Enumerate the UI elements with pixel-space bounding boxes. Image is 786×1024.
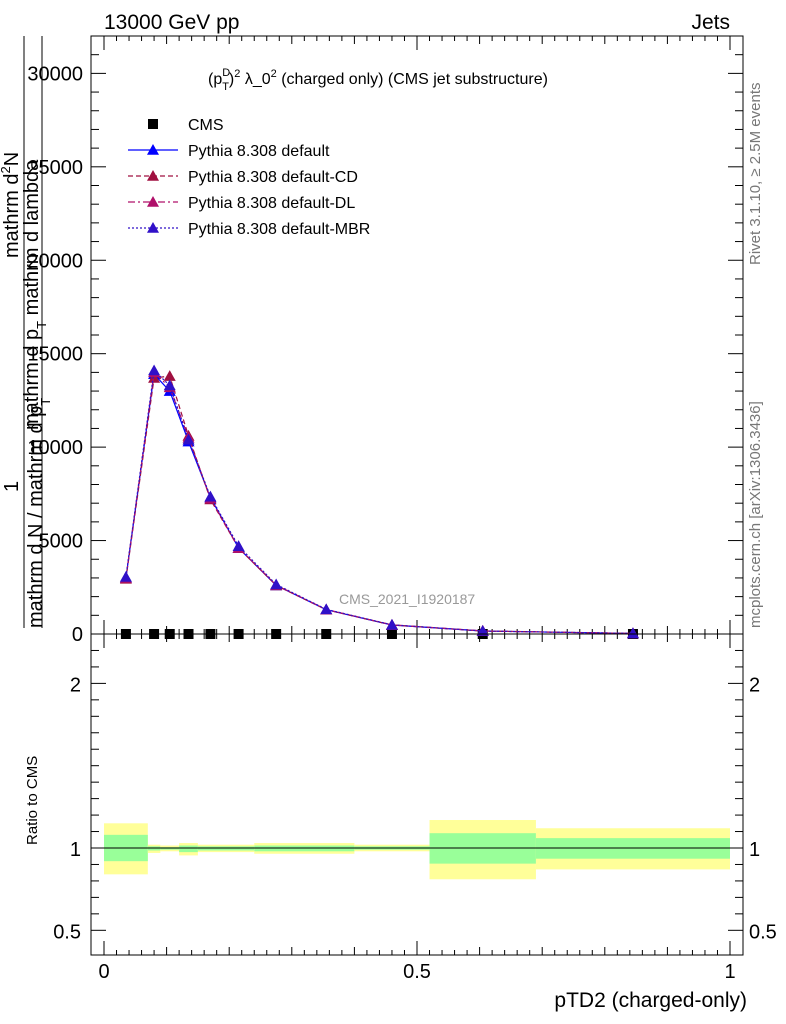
legend-item: Pythia 8.308 default [128,143,330,160]
series-marker [320,603,333,615]
series-marker [119,571,132,582]
main-axis-ticks [91,36,743,955]
svg-text:mathrm d pT mathrm d lambda: mathrm d pT mathrm d lambda [21,159,49,430]
series-marker [148,364,161,376]
ratio-plot-frame [90,633,744,956]
x-tick-label: 1 [724,961,735,983]
header-energy-label: 13000 GeV pp [104,11,239,34]
ratio-y-tick-label-right: 1 [749,839,760,861]
main-y-tick-label: 15000 [27,344,83,366]
series-marker [385,618,398,630]
rivet-version-label: Rivet 3.1.10, ≥ 2.5M events [747,83,764,266]
legend-marker-triangle [147,196,159,207]
series-marker [163,379,176,391]
series-marker [232,540,245,551]
mcplots-label: mcplots.cern.ch [arXiv:1306.3436] [747,401,764,628]
main-y-tick-label: 25000 [27,157,83,179]
x-tick-labels: 0 0.5 1 [98,961,735,983]
ratio-inner-band [179,845,198,853]
legend-marker-triangle [147,144,159,155]
main-y-axis-label: 1 mathrm d2N mathrm d pT mathrm d lambda… [0,36,53,628]
legend-marker-square [148,119,158,129]
x-tick-label: 0 [98,961,109,983]
legend-item: CMS [148,117,224,134]
legend-marker-triangle [147,222,159,233]
main-y-tick-label: 5000 [39,531,84,553]
legend-item: Pythia 8.308 default-CD [128,169,358,186]
analysis-watermark: CMS_2021_I1920187 [339,591,475,607]
ratio-y-tick-label-right: 2 [749,674,760,696]
legend-label: CMS [188,117,224,134]
ratio-y-tick-label: 1 [70,839,81,861]
legend-label: Pythia 8.308 default [188,143,330,160]
ratio-y-tick-label: 2 [70,674,81,696]
legend-label: Pythia 8.308 default-DL [188,195,355,212]
x-tick-label: 0.5 [403,961,431,983]
ratio-y-axis-label: Ratio to CMS [24,756,41,845]
main-y-tick-label: 30000 [27,63,83,85]
series-marker [204,490,217,502]
ratio-axis-ticks [91,649,743,931]
header-jets-label: Jets [691,11,730,34]
series-layer [119,364,639,639]
series-pythia-8-308-default-mbr [119,364,639,639]
ratio-uncertainty-bands [104,820,730,880]
ratio-y-tick-label-right: 0.5 [749,921,777,943]
svg-text:mathrm d2N: mathrm d2N [0,152,23,258]
series-marker [270,578,283,590]
legend: CMS Pythia 8.308 default Pythia 8.308 defa… [128,117,370,238]
series-marker [626,627,639,639]
x-axis-label: pTD2 (charged-only) [554,989,747,1012]
ratio-y-tick-label: 0.5 [53,921,81,943]
svg-text:mathrm d N / mathrm d pT: mathrm d N / mathrm d pT [25,398,53,628]
legend-label: Pythia 8.308 default-MBR [188,221,370,238]
ratio-y-tick-labels: 0.5 0.5 1 1 2 2 [53,674,777,943]
main-y-tick-label: 20000 [27,250,83,272]
svg-text:1: 1 [1,481,23,492]
main-y-tick-label: 0 [72,624,83,646]
legend-item: Pythia 8.308 default-MBR [128,221,370,238]
legend-marker-triangle [147,170,159,181]
series-marker [476,625,489,636]
series-marker [148,371,161,383]
series-marker [182,433,195,445]
main-y-tick-labels: 0 5000 10000 15000 20000 25000 30000 [27,63,83,646]
legend-item: Pythia 8.308 default-DL [128,195,355,212]
main-y-tick-label: 10000 [27,437,83,459]
series-marker [163,370,176,381]
main-plot-title: (pD T)2 λ_02 (charged only) (CMS jet subs… [208,67,548,93]
legend-label: Pythia 8.308 default-CD [188,169,358,186]
